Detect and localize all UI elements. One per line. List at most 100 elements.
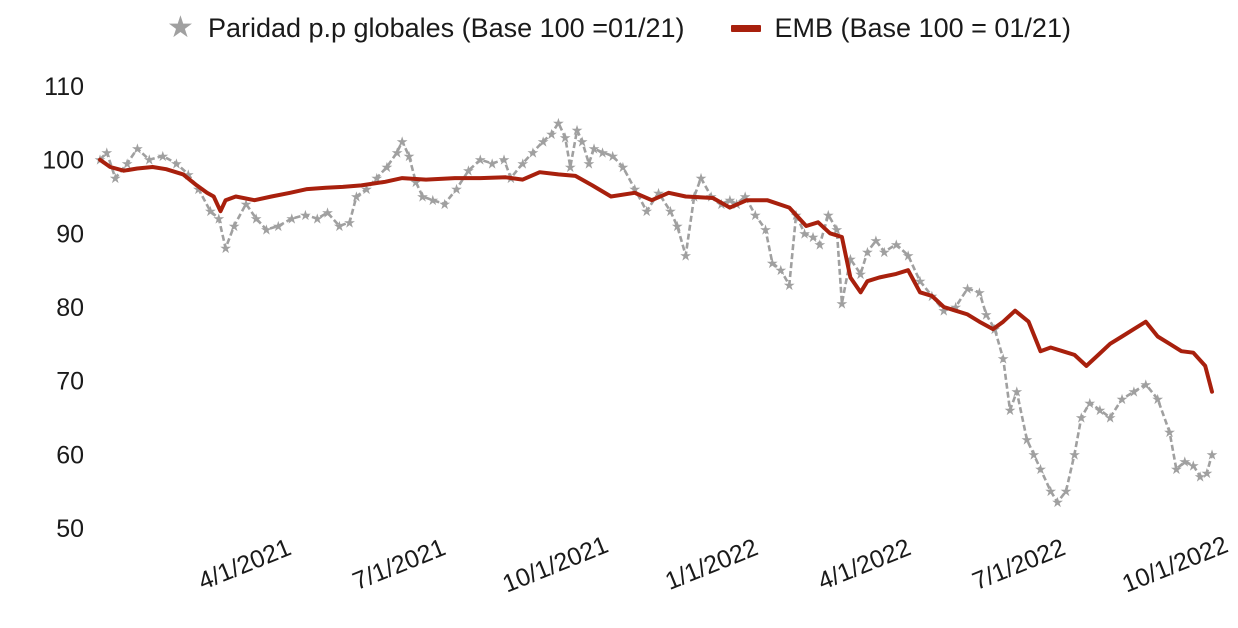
data-point-paridad: ★: [1094, 402, 1107, 418]
data-point-emb: [556, 172, 560, 176]
x-tick-label: 1/1/2022: [661, 533, 762, 595]
data-point-paridad: ★: [498, 152, 511, 168]
data-point-paridad: ★: [814, 236, 827, 252]
data-point-paridad: ★: [109, 170, 122, 186]
y-axis: 50 60 70 80 90 100 110: [42, 73, 84, 543]
data-point-paridad: ★: [749, 207, 762, 223]
data-point-paridad: ★: [486, 155, 499, 171]
x-tick-label: 10/1/2022: [1118, 531, 1232, 599]
data-point-paridad: ★: [1021, 432, 1034, 448]
data-point-paridad: ★: [775, 262, 788, 278]
data-point-paridad: ★: [450, 181, 463, 197]
data-point-emb: [108, 165, 112, 169]
data-point-emb: [478, 176, 482, 180]
data-point-paridad: ★: [516, 155, 529, 171]
data-point-paridad: ★: [576, 133, 589, 149]
y-tick-label: 70: [56, 368, 84, 396]
data-point-emb: [804, 224, 808, 228]
data-point-paridad: ★: [1075, 410, 1088, 426]
data-point-paridad: ★: [695, 170, 708, 186]
data-point-paridad: ★: [783, 277, 796, 293]
data-point-emb: [650, 198, 654, 202]
data-point-paridad: ★: [606, 148, 619, 164]
data-point-paridad: ★: [1151, 391, 1164, 407]
data-point-paridad: ★: [1116, 391, 1129, 407]
data-point-emb: [573, 174, 577, 178]
data-point-paridad: ★: [527, 144, 540, 160]
data-point-emb: [1120, 335, 1124, 338]
data-point-paridad: ★: [474, 152, 487, 168]
data-point-paridad: ★: [552, 115, 565, 131]
data-point-emb: [711, 196, 715, 200]
data-point-emb: [521, 178, 525, 182]
data-point-paridad: ★: [664, 203, 677, 219]
data-point-emb: [918, 290, 922, 294]
legend-item-paridad: ★ Paridad p.p globales (Base 100 =01/21): [167, 13, 685, 44]
y-tick-label: 50: [56, 515, 84, 543]
data-point-paridad: ★: [822, 207, 835, 223]
data-point-emb: [1001, 320, 1005, 324]
data-point-paridad: ★: [890, 236, 903, 252]
data-point-emb: [1156, 335, 1160, 338]
data-point-paridad: ★: [1068, 446, 1081, 462]
data-point-paridad: ★: [333, 218, 346, 234]
data-point-emb: [538, 170, 542, 174]
data-point-emb: [745, 198, 749, 202]
data-point-paridad: ★: [1179, 454, 1192, 470]
data-point-paridad: ★: [973, 284, 986, 300]
data-point-emb: [1132, 327, 1136, 331]
data-point-emb: [1179, 349, 1183, 353]
data-point-emb: [590, 183, 594, 187]
data-point-emb: [859, 290, 863, 294]
data-point-paridad: ★: [416, 189, 429, 205]
data-point-emb: [977, 320, 981, 324]
data-point-paridad: ★: [1194, 468, 1207, 484]
data-point-emb: [1039, 349, 1042, 353]
data-point-emb: [359, 183, 363, 187]
data-point-paridad: ★: [861, 244, 874, 260]
data-point-paridad: ★: [409, 174, 422, 190]
chart-legend: ★ Paridad p.p globales (Base 100 =01/21)…: [0, 8, 1238, 48]
data-point-emb: [98, 158, 102, 162]
data-point-emb: [1108, 342, 1112, 346]
data-point-emb: [205, 191, 209, 195]
data-point-paridad: ★: [311, 211, 324, 227]
data-point-emb: [667, 191, 671, 195]
data-point-paridad: ★: [545, 126, 558, 142]
data-point-paridad: ★: [1060, 483, 1073, 499]
data-point-emb: [164, 167, 168, 171]
data-point-paridad: ★: [836, 295, 849, 311]
data-point-paridad: ★: [559, 130, 572, 146]
y-tick-label: 90: [56, 220, 84, 248]
data-point-paridad: ★: [438, 196, 451, 212]
data-point-paridad: ★: [766, 255, 779, 271]
y-tick-label: 100: [42, 147, 84, 175]
data-point-paridad: ★: [1104, 410, 1117, 426]
line-marker-icon: [730, 24, 761, 32]
data-point-paridad: ★: [170, 155, 183, 171]
data-point-paridad: ★: [564, 159, 577, 175]
data-point-emb: [324, 186, 328, 190]
data-point-emb: [954, 309, 958, 313]
data-point-emb: [828, 231, 832, 235]
data-point-emb: [840, 235, 844, 239]
data-point-emb: [424, 178, 428, 182]
data-point-paridad: ★: [1083, 395, 1096, 411]
data-point-paridad: ★: [1187, 457, 1200, 473]
data-point-emb: [865, 279, 869, 283]
data-point-paridad: ★: [1010, 384, 1023, 400]
data-point-emb: [212, 195, 216, 198]
data-point-paridad: ★: [537, 133, 550, 149]
data-point-paridad: ★: [204, 203, 217, 219]
data-point-paridad: ★: [854, 266, 867, 282]
data-point-paridad: ★: [250, 211, 263, 227]
data-point-paridad: ★: [759, 222, 772, 238]
x-tick-label: 7/1/2022: [968, 533, 1069, 595]
data-point-emb: [1073, 353, 1076, 357]
data-point-paridad: ★: [272, 218, 285, 234]
legend-label-paridad: Paridad p.p globales (Base 100 =01/21): [207, 12, 685, 43]
data-point-paridad: ★: [143, 152, 156, 168]
data-point-paridad: ★: [1027, 446, 1040, 462]
data-point-paridad: ★: [299, 207, 312, 223]
data-point-paridad: ★: [321, 205, 334, 221]
